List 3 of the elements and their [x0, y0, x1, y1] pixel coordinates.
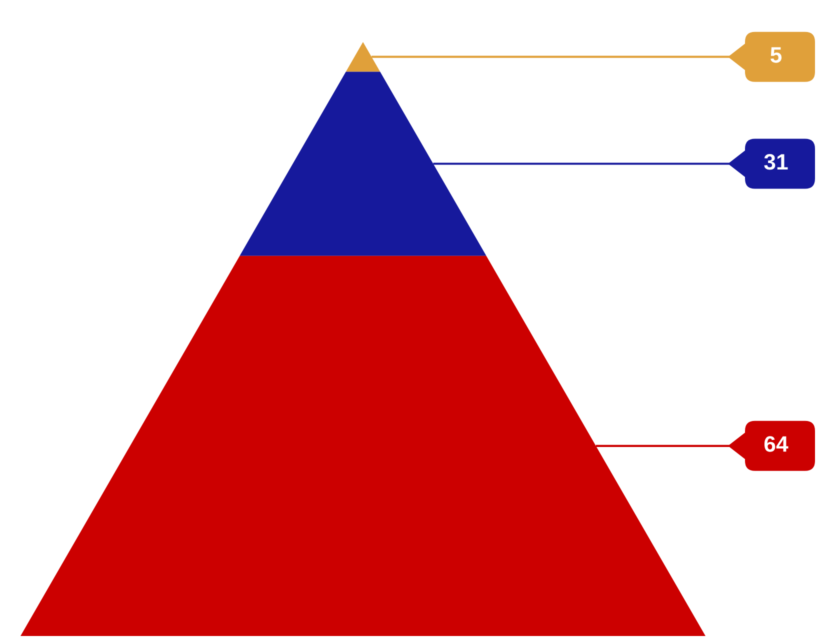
- data-label: 31: [764, 154, 788, 170]
- data-label: 5: [770, 47, 782, 63]
- data-label: 64: [764, 436, 788, 452]
